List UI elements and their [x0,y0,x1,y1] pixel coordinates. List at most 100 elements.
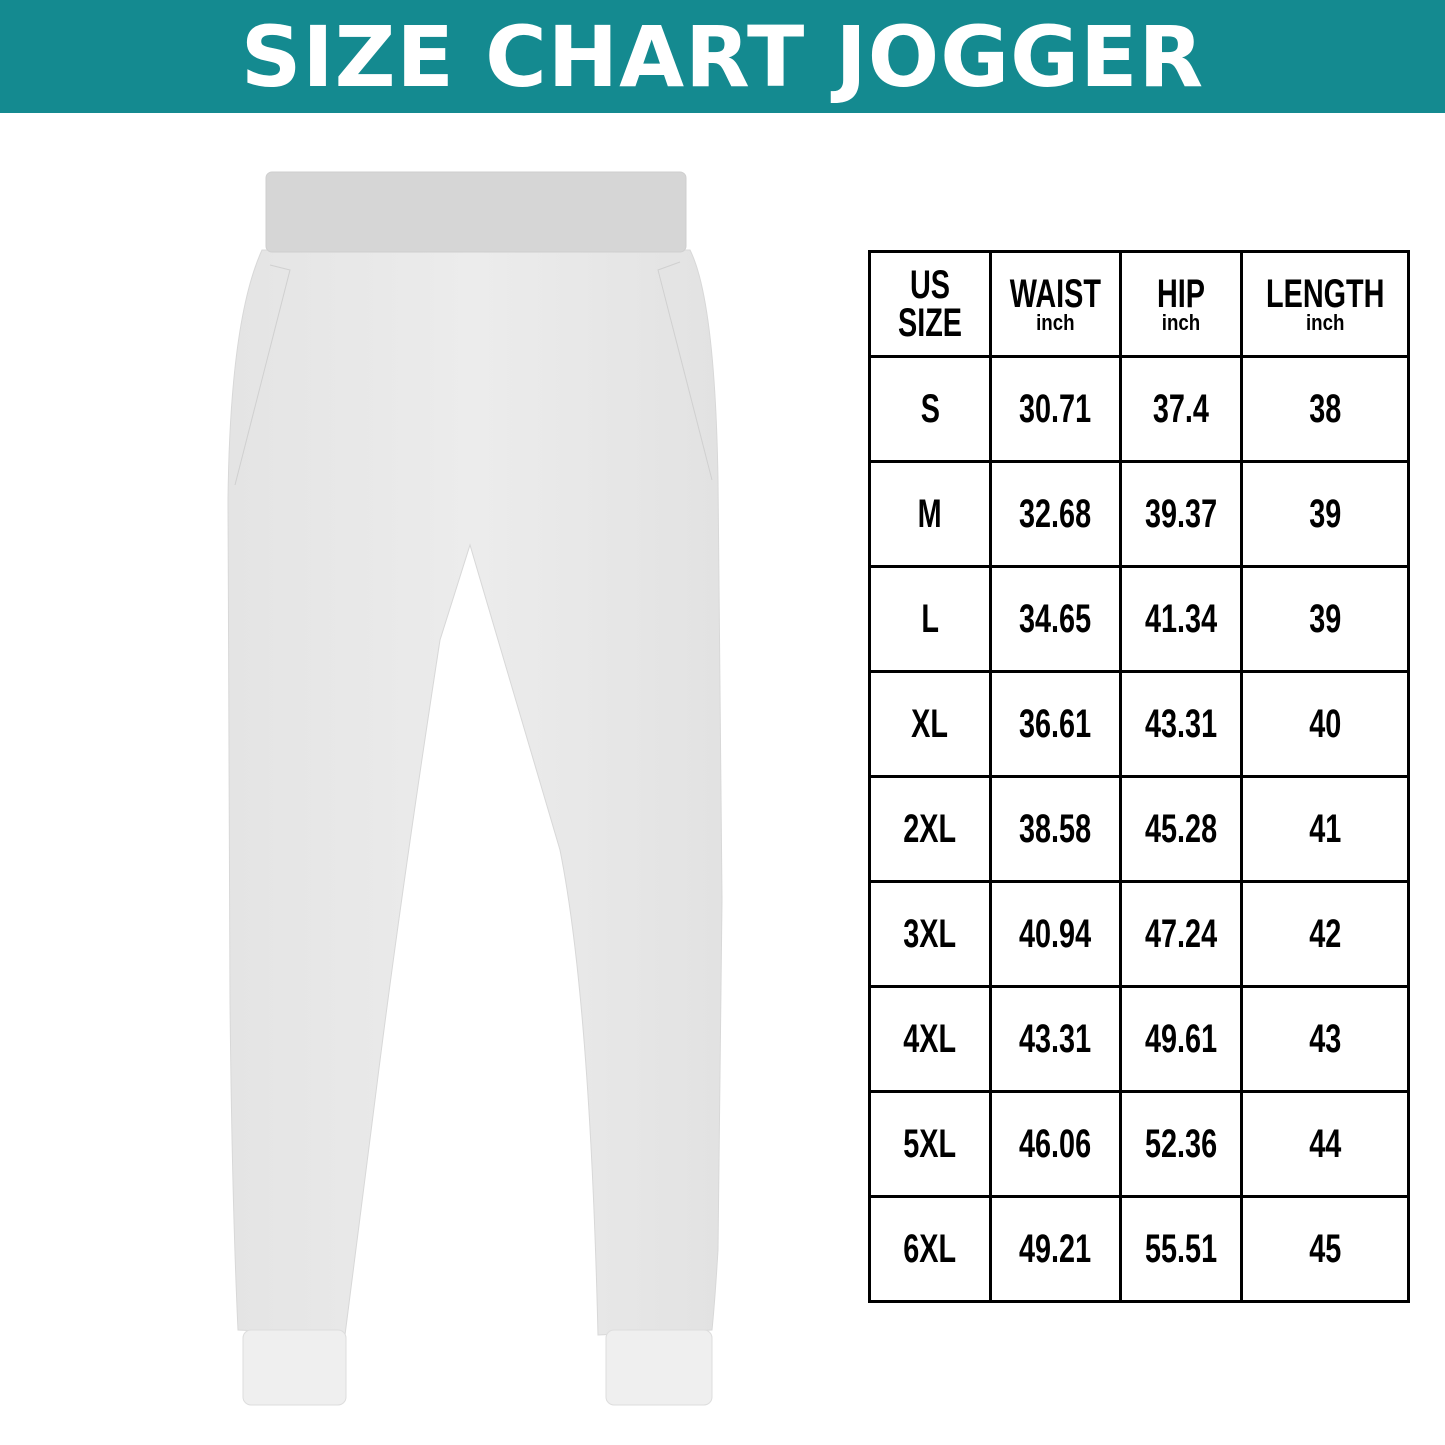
page-title: SIZE CHART JOGGER [240,7,1205,106]
table-row: 5XL 46.06 52.36 44 [868,1090,1411,1198]
size-value: 5XL [903,1121,957,1166]
cell-hip: 41.34 [1118,565,1243,673]
size-value: 4XL [903,1016,957,1061]
table-row: 4XL 43.31 49.61 43 [868,985,1411,1093]
table-row: 6XL 49.21 55.51 45 [868,1195,1411,1303]
cell-waist: 30.71 [989,355,1122,463]
size-value: XL [911,701,949,746]
waistband [265,171,687,253]
cell-hip: 47.24 [1118,880,1243,988]
waist-value: 36.61 [1019,701,1092,746]
table-row: XL 36.61 43.31 40 [868,670,1411,778]
waist-value: 40.94 [1019,911,1092,956]
table-row: S 30.71 37.4 38 [868,355,1411,463]
hip-value: 55.51 [1144,1226,1217,1271]
cell-waist: 49.21 [989,1195,1122,1303]
header-hip: HIP inch [1118,250,1243,358]
cell-size: 4XL [868,985,992,1093]
cell-hip: 52.36 [1118,1090,1243,1198]
header-label: HIP [1156,272,1205,316]
length-value: 39 [1308,596,1341,641]
table-row: 3XL 40.94 47.24 42 [868,880,1411,988]
size-value: M [917,491,942,536]
length-value: 45 [1308,1226,1341,1271]
size-value: 2XL [903,806,957,851]
header-unit: inch [1036,310,1075,335]
cell-size: 5XL [868,1090,992,1198]
table-row: L 34.65 41.34 39 [868,565,1411,673]
cell-length: 41 [1239,775,1411,883]
cell-hip: 49.61 [1118,985,1243,1093]
cell-hip: 55.51 [1118,1195,1243,1303]
waist-value: 49.21 [1019,1226,1092,1271]
length-value: 41 [1308,806,1341,851]
header-label: WAIST [1009,272,1101,316]
cell-length: 38 [1239,355,1411,463]
cell-waist: 36.61 [989,670,1122,778]
table-row: M 32.68 39.37 39 [868,460,1411,568]
cell-length: 42 [1239,880,1411,988]
cell-size: XL [868,670,992,778]
cell-waist: 34.65 [989,565,1122,673]
hip-value: 45.28 [1144,806,1217,851]
table-row: 2XL 38.58 45.28 41 [868,775,1411,883]
hip-value: 37.4 [1152,386,1209,431]
header-waist: WAIST inch [989,250,1122,358]
cell-waist: 43.31 [989,985,1122,1093]
size-value: 3XL [903,911,957,956]
waist-value: 30.71 [1019,386,1092,431]
header-label: US [909,263,951,307]
size-value: S [920,386,940,431]
hip-value: 49.61 [1144,1016,1217,1061]
cell-waist: 38.58 [989,775,1122,883]
title-banner: SIZE CHART JOGGER [0,0,1445,113]
cell-size: S [868,355,992,463]
length-value: 42 [1308,911,1341,956]
cell-size: M [868,460,992,568]
pants-body [227,249,723,1336]
waist-value: 46.06 [1019,1121,1092,1166]
hip-value: 52.36 [1144,1121,1217,1166]
header-label: LENGTH [1265,272,1385,316]
cell-hip: 45.28 [1118,775,1243,883]
header-row: US SIZE WAIST inch HIP inch LENGTH inch [868,250,1411,358]
length-value: 43 [1308,1016,1341,1061]
cell-waist: 40.94 [989,880,1122,988]
hip-value: 47.24 [1144,911,1217,956]
header-unit: inch [1161,310,1200,335]
waist-value: 32.68 [1019,491,1092,536]
cell-length: 39 [1239,565,1411,673]
cell-length: 43 [1239,985,1411,1093]
cell-size: 2XL [868,775,992,883]
header-label: SIZE [897,301,963,345]
cell-hip: 43.31 [1118,670,1243,778]
cell-size: 3XL [868,880,992,988]
hip-value: 39.37 [1144,491,1217,536]
cell-length: 40 [1239,670,1411,778]
size-value: L [921,596,939,641]
cell-waist: 32.68 [989,460,1122,568]
size-value: 6XL [903,1226,957,1271]
cell-length: 39 [1239,460,1411,568]
left-cuff [242,1329,347,1406]
waist-value: 43.31 [1019,1016,1092,1061]
cell-hip: 39.37 [1118,460,1243,568]
hip-value: 43.31 [1144,701,1217,746]
length-value: 40 [1308,701,1341,746]
waist-value: 38.58 [1019,806,1092,851]
jogger-pants-image [227,171,723,1406]
cell-size: L [868,565,992,673]
cell-length: 45 [1239,1195,1411,1303]
cell-length: 44 [1239,1090,1411,1198]
right-cuff [605,1329,713,1406]
length-value: 38 [1308,386,1341,431]
length-value: 44 [1308,1121,1341,1166]
length-value: 39 [1308,491,1341,536]
waist-value: 34.65 [1019,596,1092,641]
header-length: LENGTH inch [1239,250,1411,358]
cell-waist: 46.06 [989,1090,1122,1198]
cell-hip: 37.4 [1118,355,1243,463]
header-us-size: US SIZE [868,250,992,358]
header-unit: inch [1305,310,1345,335]
size-table: US SIZE WAIST inch HIP inch LENGTH inch … [868,250,1411,1303]
